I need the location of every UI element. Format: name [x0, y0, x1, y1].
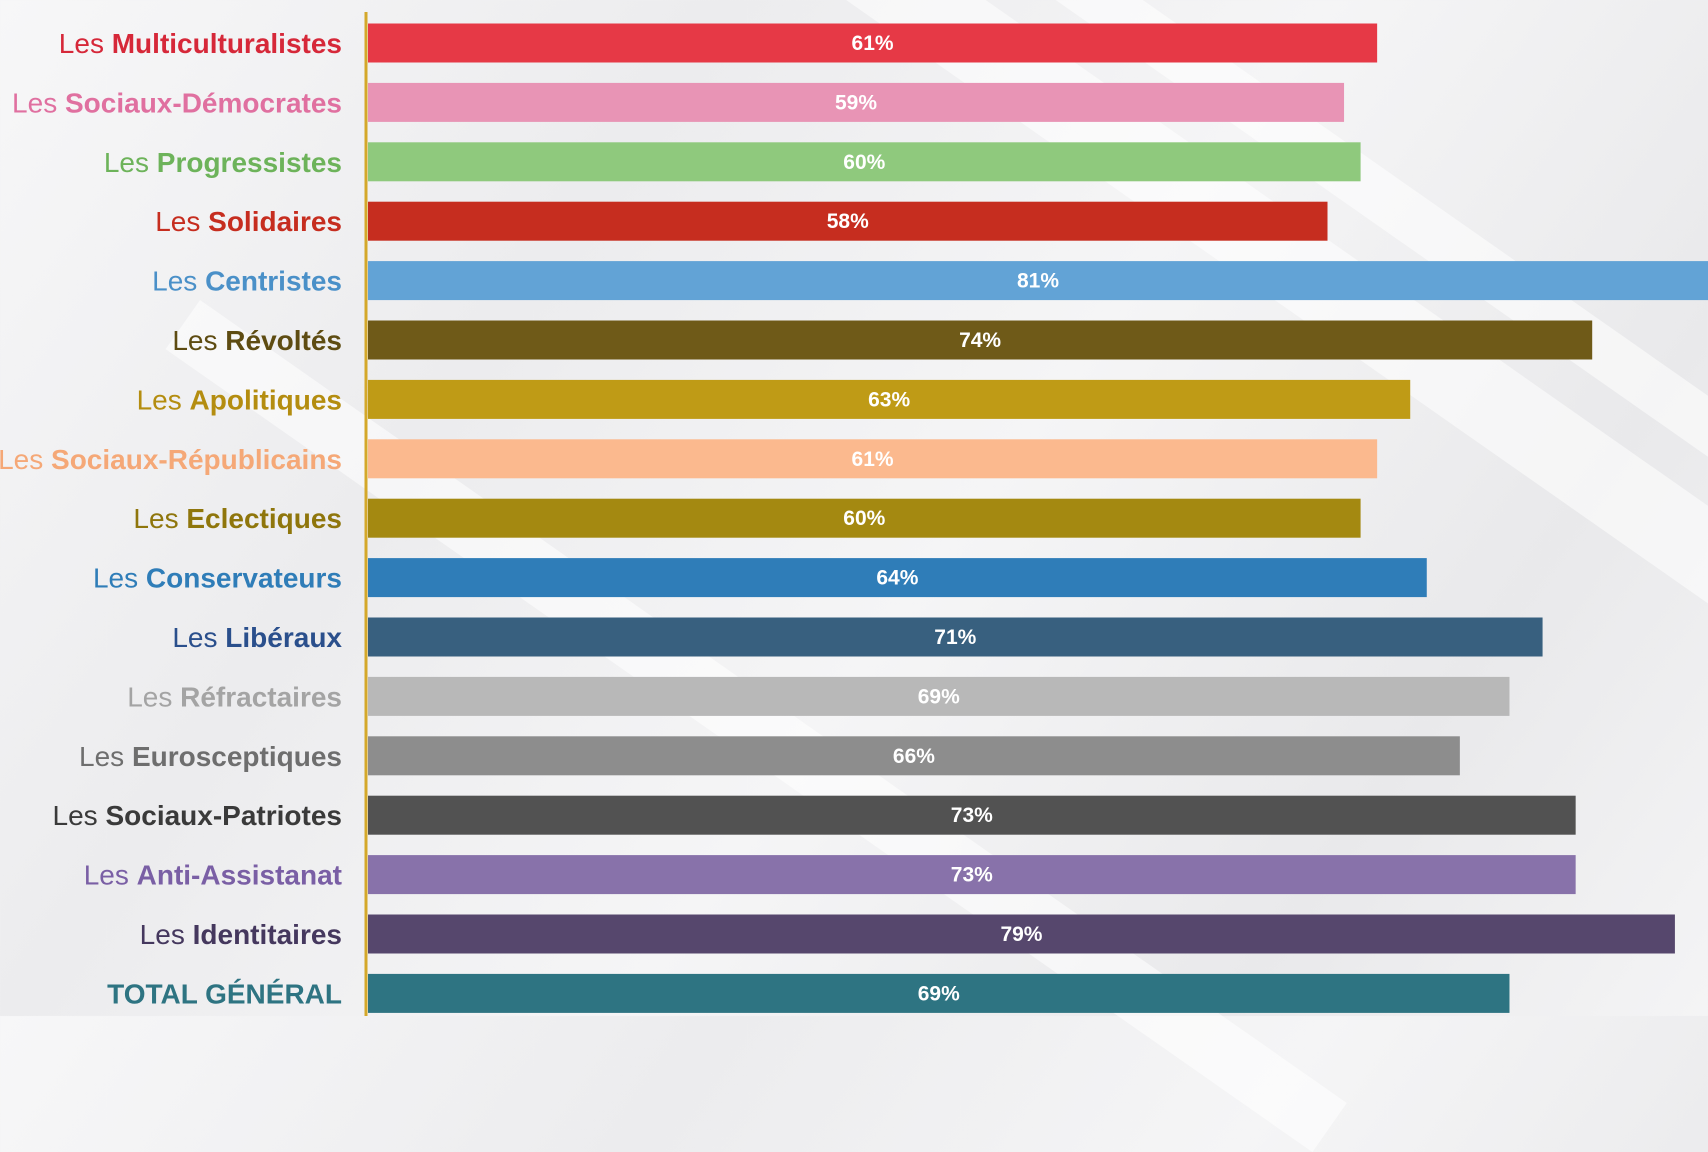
bar-value-label: 74% [959, 329, 1001, 352]
bar-sociaux-patriotes [368, 795, 1576, 835]
bar-chart: 61% Les Multiculturalistes 59% Les Sociaux-… [0, 12, 1708, 1016]
category-label: Les Réfractaires [127, 681, 342, 712]
category-label-prefix: Les [137, 384, 190, 415]
category-label-prefix: Les [140, 919, 193, 950]
category-label-prefix: Les [172, 622, 225, 653]
category-label-prefix: Les [59, 28, 112, 59]
category-label-name: Sociaux-Démocrates [65, 87, 342, 118]
category-label-name: Réfractaires [180, 681, 342, 712]
category-label: Les Centristes [152, 266, 342, 297]
category-label-name: Progressistes [157, 147, 342, 178]
category-label-prefix: Les [155, 206, 208, 237]
category-label: Les Apolitiques [137, 384, 342, 415]
category-label: Les Eurosceptiques [79, 741, 342, 772]
bar-value-label: 63% [868, 388, 910, 411]
category-label: Les Solidaires [155, 206, 342, 237]
bar-identitaires [368, 914, 1675, 954]
bar-value-label: 69% [918, 685, 960, 708]
bar-value-label: 61% [852, 448, 894, 471]
category-label-name: Eclectiques [186, 503, 342, 534]
category-label-name: Apolitiques [190, 384, 342, 415]
bar-value-label: 60% [843, 507, 885, 530]
category-label-prefix: Les [93, 563, 146, 594]
category-label-name: Eurosceptiques [132, 741, 342, 772]
bar-sociaux-r-publicains [368, 439, 1378, 479]
bar-r-fractaires [368, 676, 1510, 716]
bars-group: 61% Les Multiculturalistes 59% Les Sociaux-… [0, 23, 1708, 1013]
category-label-prefix: Les [172, 325, 225, 356]
bar-conservateurs [368, 558, 1427, 598]
bar-value-label: 66% [893, 745, 935, 768]
category-label: Les Sociaux-Démocrates [12, 87, 342, 118]
bar-value-label: 58% [827, 210, 869, 233]
category-label-name: Conservateurs [146, 563, 342, 594]
category-label-prefix: Les [0, 444, 51, 475]
bar-centristes [368, 261, 1708, 301]
bar-value-label: 73% [951, 864, 993, 887]
bar-value-label: 69% [918, 982, 960, 1005]
bar-value-label: 71% [934, 626, 976, 649]
bar-total-g-n-ral [368, 973, 1510, 1013]
category-label: Les Eclectiques [133, 503, 342, 534]
bar-solidaires [368, 201, 1328, 241]
category-label-name: Sociaux-Patriotes [105, 800, 342, 831]
bar-value-label: 59% [835, 91, 877, 114]
category-label: Les Sociaux-Patriotes [53, 800, 342, 831]
bar-value-label: 64% [876, 567, 918, 590]
category-label: Les Multiculturalistes [59, 28, 342, 59]
category-label-name: Multiculturalistes [112, 28, 342, 59]
bar-lib-raux [368, 617, 1543, 657]
category-label-prefix: Les [12, 87, 65, 118]
category-label-prefix: Les [84, 860, 137, 891]
category-label-prefix: Les [152, 266, 205, 297]
category-label-name: Identitaires [193, 919, 342, 950]
category-label: Les Libéraux [172, 622, 342, 653]
category-label-name: Solidaires [208, 206, 342, 237]
bar-value-label: 61% [852, 32, 894, 55]
bar-value-label: 79% [1000, 923, 1042, 946]
category-label-name: Libéraux [225, 622, 342, 653]
category-label: Les Révoltés [172, 325, 342, 356]
category-label-prefix: Les [79, 741, 132, 772]
category-label-name: Centristes [205, 266, 342, 297]
category-label: TOTAL GÉNÉRAL [107, 978, 342, 1009]
bar-apolitiques [368, 379, 1411, 419]
category-label: Les Identitaires [140, 919, 342, 950]
bar-eclectiques [368, 498, 1361, 538]
category-label-name: Révoltés [225, 325, 342, 356]
category-label-name: Anti-Assistanat [137, 860, 342, 891]
category-label: Les Anti-Assistanat [84, 860, 342, 891]
category-label: Les Conservateurs [93, 563, 342, 594]
category-label-prefix: Les [53, 800, 106, 831]
category-label: Les Progressistes [104, 147, 342, 178]
category-label-name: Sociaux-Républicains [51, 444, 342, 475]
category-label-prefix: Les [127, 681, 180, 712]
category-label-prefix: Les [133, 503, 186, 534]
bar-sociaux-d-mocrates [368, 82, 1345, 122]
bar-anti-assistanat [368, 855, 1576, 895]
bar-value-label: 81% [1017, 270, 1059, 293]
bar-multiculturalistes [368, 23, 1378, 63]
bar-eurosceptiques [368, 736, 1460, 776]
bar-value-label: 73% [951, 804, 993, 827]
category-label-prefix: Les [104, 147, 157, 178]
total-label-name: TOTAL GÉNÉRAL [107, 978, 342, 1009]
category-label: Les Sociaux-Républicains [0, 444, 342, 475]
bar-progressistes [368, 142, 1361, 182]
bar-value-label: 60% [843, 151, 885, 174]
bar-r-volt-s [368, 320, 1593, 360]
